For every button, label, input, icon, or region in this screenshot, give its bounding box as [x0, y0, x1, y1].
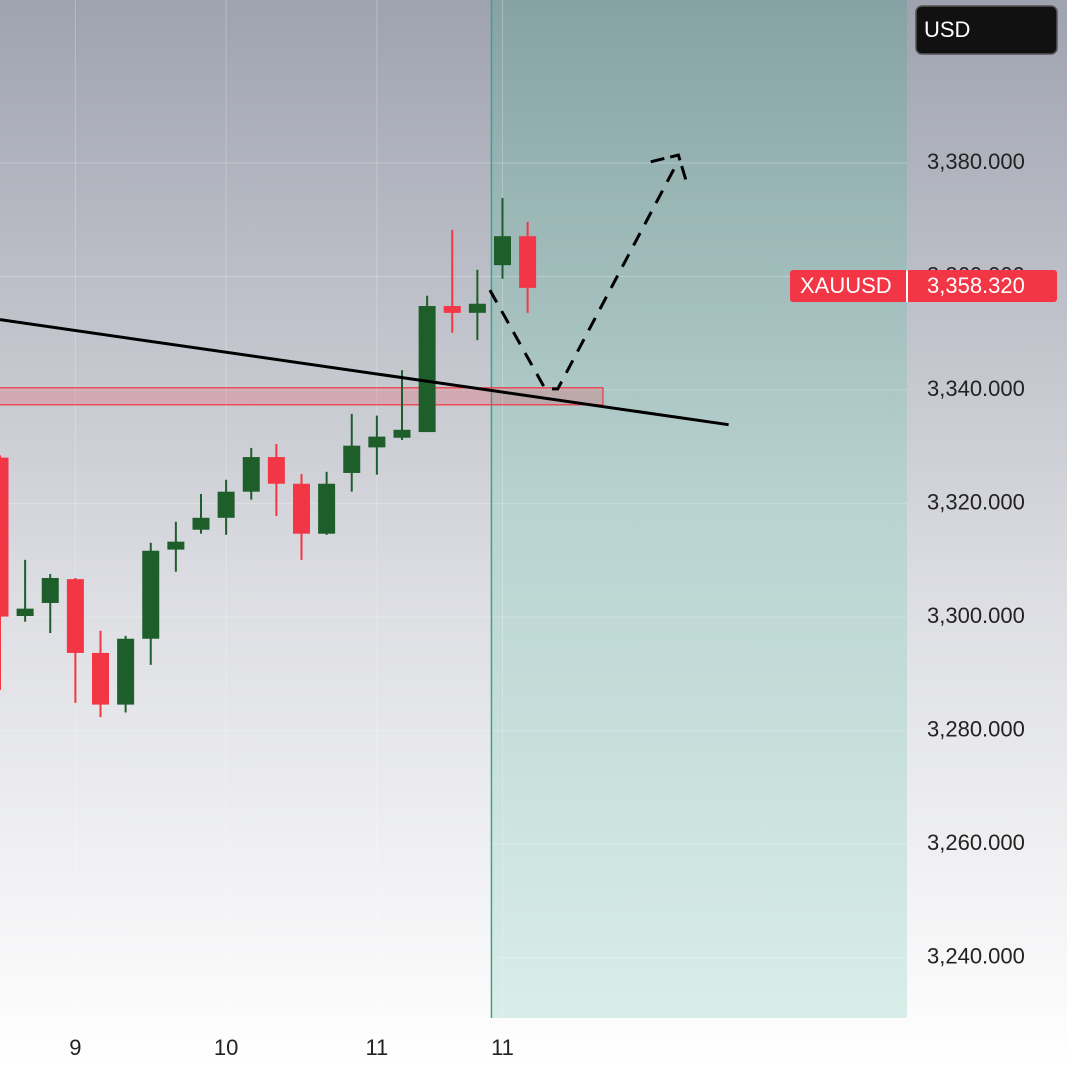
- candle-body: [267, 457, 285, 484]
- x-tick-label: 10: [214, 1035, 238, 1060]
- candle-body: [167, 541, 185, 550]
- y-tick-label: 3,380.000: [927, 149, 1025, 174]
- highlight-region: [491, 0, 907, 1018]
- candle-body: [242, 457, 260, 492]
- candle-body: [91, 652, 109, 705]
- projection-arrow: [650, 153, 688, 181]
- candle-body: [318, 483, 336, 534]
- y-tick-label: 3,320.000: [927, 489, 1025, 514]
- candle-body: [192, 517, 210, 530]
- candle-body: [41, 577, 59, 603]
- y-tick-label: 3,340.000: [927, 376, 1025, 401]
- candle-body: [0, 457, 9, 617]
- candle-body: [292, 483, 310, 534]
- x-tick-label: 11: [491, 1035, 514, 1060]
- currency-box: [915, 5, 1058, 55]
- x-tick-label: 11: [365, 1035, 388, 1060]
- candle-body: [393, 429, 411, 438]
- candle-body: [468, 303, 486, 313]
- candle-body: [217, 491, 235, 518]
- x-tick-label: 9: [69, 1035, 81, 1060]
- candle-body: [368, 436, 386, 448]
- y-tick-label: 3,280.000: [927, 717, 1025, 742]
- price-tag-value: 3,358.320: [927, 273, 1025, 298]
- zone: [0, 387, 604, 406]
- candle-body: [66, 579, 84, 653]
- candle-body: [16, 608, 34, 617]
- candle-body: [443, 306, 461, 313]
- candle-body: [343, 445, 361, 473]
- projection-path: [488, 159, 680, 391]
- candle-body: [142, 550, 160, 639]
- y-tick-label: 3,300.000: [927, 603, 1025, 628]
- price-tag-symbol: XAUUSD: [800, 273, 892, 298]
- y-tick-label: 3,240.000: [927, 944, 1025, 969]
- candle-body: [418, 306, 436, 433]
- candle-body: [117, 638, 135, 705]
- candle-body: [519, 236, 537, 288]
- price-tag: [790, 270, 1057, 303]
- y-tick-label: 3,260.000: [927, 830, 1025, 855]
- currency-label: USD: [924, 17, 970, 42]
- trendline: [0, 318, 729, 427]
- candle-body: [493, 236, 511, 266]
